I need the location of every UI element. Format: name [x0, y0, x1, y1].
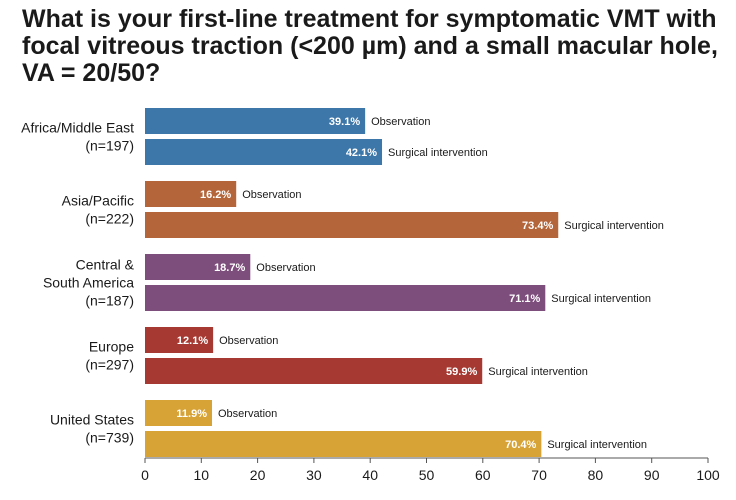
- x-tick-label: 70: [531, 467, 547, 483]
- x-tick-label: 100: [696, 467, 720, 483]
- x-tick-label: 40: [362, 467, 378, 483]
- category-label: Europe: [89, 339, 134, 355]
- bar: [145, 181, 237, 207]
- bar: [145, 139, 383, 165]
- x-tick-label: 80: [588, 467, 604, 483]
- bar-value-label: 11.9%: [176, 408, 207, 420]
- x-tick-label: 30: [306, 467, 322, 483]
- category-label: Africa/Middle East: [21, 120, 134, 136]
- x-tick-label: 60: [475, 467, 491, 483]
- bar-value-label: 16.2%: [200, 189, 231, 201]
- x-tick-label: 10: [194, 467, 210, 483]
- x-tick-label: 50: [419, 467, 435, 483]
- bar-category-label: Observation: [219, 335, 278, 347]
- category-label: Central &: [76, 257, 135, 273]
- category-n-label: (n=222): [85, 211, 134, 227]
- bar: [145, 400, 212, 426]
- bar: [145, 431, 542, 457]
- bar: [145, 285, 546, 311]
- bar-category-label: Surgical intervention: [564, 220, 664, 232]
- bar-value-label: 71.1%: [509, 293, 540, 305]
- bar-category-label: Surgical intervention: [388, 147, 488, 159]
- bar-value-label: 39.1%: [329, 116, 360, 128]
- x-tick-label: 20: [250, 467, 266, 483]
- bar-category-label: Surgical intervention: [551, 293, 651, 305]
- bar-category-label: Observation: [256, 262, 315, 274]
- category-label: Asia/Pacific: [62, 193, 134, 209]
- category-label: United States: [50, 412, 134, 428]
- bar-value-label: 18.7%: [214, 262, 245, 274]
- bar-category-label: Observation: [218, 408, 277, 420]
- bar: [145, 108, 366, 134]
- bar: [145, 327, 214, 353]
- bar-value-label: 42.1%: [346, 147, 377, 159]
- bar: [145, 254, 251, 280]
- bar-category-label: Observation: [371, 116, 430, 128]
- bar: [145, 358, 483, 384]
- chart-title: What is your first-line treatment for sy…: [22, 5, 718, 87]
- x-tick-label: 90: [644, 467, 660, 483]
- bar-category-label: Surgical intervention: [488, 366, 588, 378]
- category-n-label: (n=197): [85, 138, 134, 154]
- bar-value-label: 70.4%: [505, 439, 536, 451]
- category-n-label: (n=187): [85, 293, 134, 309]
- bar: [145, 212, 559, 238]
- bar-category-label: Surgical intervention: [547, 439, 647, 451]
- bar-category-label: Observation: [242, 189, 301, 201]
- category-n-label: (n=739): [85, 430, 134, 446]
- category-label: South America: [43, 275, 134, 291]
- bar-value-label: 12.1%: [177, 335, 208, 347]
- bar-value-label: 59.9%: [446, 366, 477, 378]
- x-tick-label: 0: [141, 467, 149, 483]
- bar-value-label: 73.4%: [522, 220, 553, 232]
- category-n-label: (n=297): [85, 357, 134, 373]
